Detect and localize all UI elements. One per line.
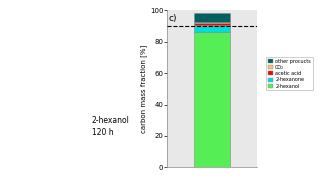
Text: 120 h: 120 h (92, 128, 113, 137)
Bar (194, 32, 230, 167)
Text: c): c) (168, 14, 177, 22)
Y-axis label: carbon mass fraction [%]: carbon mass fraction [%] (140, 45, 147, 133)
Bar (194, 13, 230, 22)
Bar (194, 22, 230, 23)
Bar (194, 23, 230, 25)
Legend: other procucts, CO₂, acetic acid, 2-hexanone, 2-hexanol: other procucts, CO₂, acetic acid, 2-hexa… (266, 57, 313, 91)
Bar (194, 25, 230, 32)
Text: 2-hexanol: 2-hexanol (92, 116, 130, 125)
